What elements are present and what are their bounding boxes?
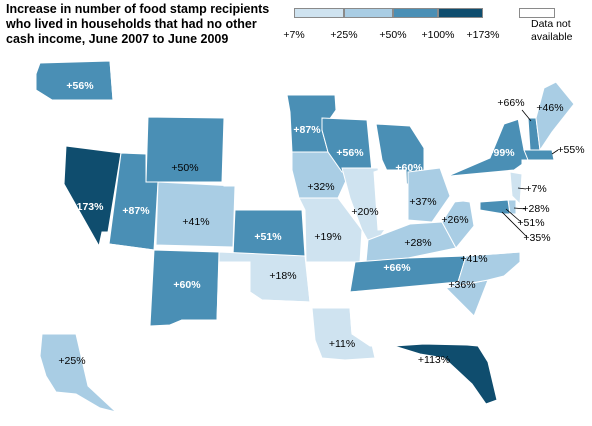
state-shape-nd xyxy=(228,64,291,113)
state-value-label-dc: +35% xyxy=(523,232,550,244)
legend-tick-label: +50% xyxy=(379,29,407,41)
state-value-label-wi: +56% xyxy=(336,147,364,159)
state-shape-in xyxy=(373,169,409,231)
state-shape-oh xyxy=(407,167,451,223)
state-value-label-de: +28% xyxy=(522,203,549,215)
legend-swatch-2 xyxy=(344,8,393,18)
state-value-label-wv: +26% xyxy=(441,214,468,226)
state-shape-co xyxy=(155,181,236,248)
state-value-label-il: +20% xyxy=(351,206,378,218)
state-shape-ne xyxy=(223,159,303,211)
state-shape-ak xyxy=(39,333,117,413)
state-value-label-nc: +41% xyxy=(460,253,487,265)
legend-swatch-1 xyxy=(294,8,344,18)
map-title-line-3: cash income, June 2007 to June 2009 xyxy=(6,32,229,46)
state-shape-me xyxy=(535,81,575,152)
map-title-line-2: who lived in households that had no othe… xyxy=(6,17,257,31)
legend-no-data-label: Data not available xyxy=(531,18,572,44)
leader-line-nh xyxy=(521,109,532,122)
state-value-label-wa: +56% xyxy=(66,80,94,92)
legend-swatch-3 xyxy=(393,8,438,18)
leader-line-dc xyxy=(501,211,528,238)
state-value-label-la: +11% xyxy=(329,338,355,350)
state-shape-ar xyxy=(305,261,356,309)
legend-no-data-line-2: available xyxy=(531,31,573,43)
state-shape-md xyxy=(479,199,511,215)
state-value-label-oh: +37% xyxy=(409,196,436,208)
state-value-label-ky: +28% xyxy=(404,237,431,249)
state-shapes xyxy=(19,60,575,421)
state-shape-ri xyxy=(535,159,545,169)
legend-no-data-swatch xyxy=(519,8,555,18)
leader-line-ma xyxy=(551,149,559,155)
state-shape-ma xyxy=(523,149,555,161)
state-shape-tx xyxy=(168,261,316,421)
state-shape-hi xyxy=(238,395,247,403)
state-value-label-co: +41% xyxy=(182,216,209,228)
state-value-label-ut: +87% xyxy=(122,205,150,217)
state-value-label-sc: +36% xyxy=(448,279,475,291)
state-value-label-ma: +55% xyxy=(557,144,584,156)
state-value-label-ok: +18% xyxy=(269,270,296,282)
map-title: Increase in number of food stamp recipie… xyxy=(6,2,270,47)
legend: +7% +25% +50% +100% +173% Data not avail… xyxy=(0,0,592,50)
state-value-label-wy: +50% xyxy=(171,162,198,174)
state-value-label-ny: +99% xyxy=(487,147,515,159)
legend-tick-label: +25% xyxy=(330,29,358,41)
map-title-line-1: Increase in number of food stamp recipie… xyxy=(6,2,270,16)
legend-tick-label: +100% xyxy=(421,29,455,41)
state-value-label-ak: +25% xyxy=(58,355,85,367)
state-value-label-nj: +7% xyxy=(525,183,546,195)
state-value-label-nv: +173% xyxy=(71,201,105,213)
legend-tick-label: +173% xyxy=(466,29,500,41)
state-shape-mt xyxy=(118,60,231,119)
state-shape-ga xyxy=(411,287,475,346)
leader-line-md xyxy=(505,208,522,223)
state-value-label-me: +46% xyxy=(536,102,563,114)
label-leader-lines xyxy=(501,109,559,238)
state-shape-ct xyxy=(521,159,537,171)
state-value-label-ia: +32% xyxy=(307,181,334,193)
state-shape-wv xyxy=(441,199,475,249)
state-value-label-tn: +66% xyxy=(383,262,411,274)
state-value-label-mo: +19% xyxy=(314,231,341,243)
state-value-label-nm: +60% xyxy=(173,279,201,291)
state-shape-sd xyxy=(225,109,291,161)
state-value-label-ks: +51% xyxy=(254,231,282,243)
leader-line-nj xyxy=(517,187,527,190)
legend-no-data-line-1: Data not xyxy=(531,18,571,30)
legend-tick-label: +7% xyxy=(283,29,305,41)
state-value-label-md: +51% xyxy=(517,217,544,229)
state-value-labels: +56% +173% +87% +50% +41% +60% +51% +18% +87% +32… xyxy=(58,80,584,367)
state-shape-nj xyxy=(509,171,523,206)
legend-swatch-4 xyxy=(438,8,483,18)
state-value-label-mn: +87% xyxy=(293,124,321,136)
state-shape-fl xyxy=(393,343,498,405)
state-value-label-nh: +66% xyxy=(497,97,524,109)
state-shape-nc xyxy=(445,251,521,289)
leader-line-de xyxy=(513,207,527,210)
state-value-label-fl: +113% xyxy=(418,354,450,366)
state-shape-wi xyxy=(321,117,373,173)
state-shape-wy xyxy=(145,116,225,183)
state-value-label-mi: +60% xyxy=(395,162,423,174)
